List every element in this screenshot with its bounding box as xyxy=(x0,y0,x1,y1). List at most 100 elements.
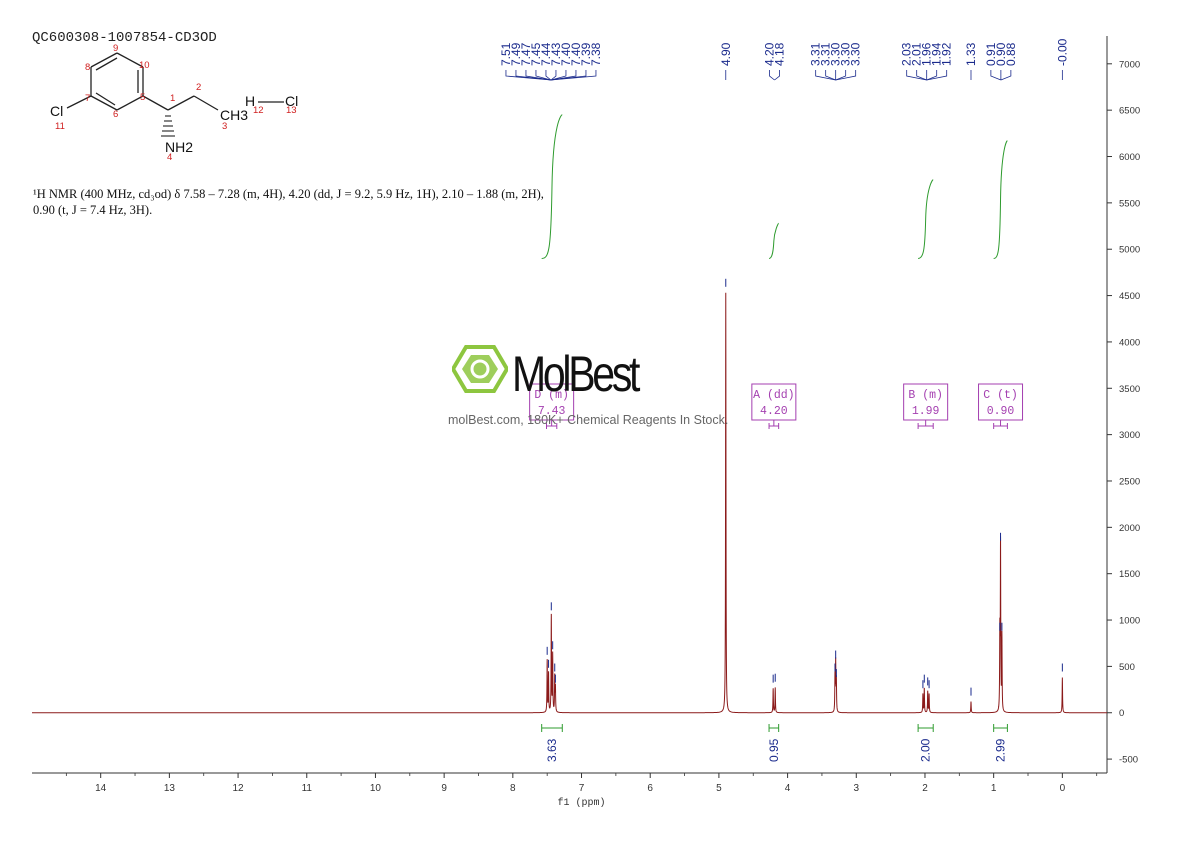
integral-labels: 3.63 0.95 2.00 2.99 xyxy=(541,724,1008,762)
integral-value: 2.00 xyxy=(919,738,933,762)
peak-label: 0.91 xyxy=(984,42,998,66)
integral-value: 0.95 xyxy=(767,738,781,762)
integral-curves xyxy=(541,114,1008,259)
atom-number: 11 xyxy=(55,121,65,132)
peak-label: 1.96 xyxy=(920,42,934,66)
x-tick-label: 2 xyxy=(922,783,928,794)
peak-label: 2.01 xyxy=(910,42,924,66)
multiplet-shift: 7.43 xyxy=(538,405,566,418)
peak-label-connector xyxy=(835,70,857,81)
x-tick-label: 12 xyxy=(233,783,245,794)
x-tick-label: 8 xyxy=(510,783,516,794)
peak-label: 0.88 xyxy=(1004,42,1018,66)
peak-label-connector xyxy=(906,70,927,81)
atom-number: 3 xyxy=(222,121,227,132)
peak-label: 7.51 xyxy=(499,42,513,66)
multiplet-shift: 4.20 xyxy=(760,405,788,418)
y-tick-label: 3500 xyxy=(1119,384,1140,395)
peak-label: 0.90 xyxy=(994,42,1008,66)
peak-label-connector xyxy=(545,70,552,81)
peak-label: 7.39 xyxy=(579,42,593,66)
x-tick-label: 0 xyxy=(1060,783,1066,794)
peak-label-connector xyxy=(926,70,938,81)
spectrum-trace xyxy=(32,278,1107,714)
y-tick-label: 6500 xyxy=(1119,106,1140,117)
atom-number: 5 xyxy=(140,92,145,103)
spectrum-line xyxy=(32,292,1107,714)
x-tick-label: 5 xyxy=(716,783,722,794)
peak-label: 1.92 xyxy=(940,42,954,66)
peak-label-connector xyxy=(990,70,1002,81)
atom-number: 8 xyxy=(85,62,90,73)
atom-number: 2 xyxy=(196,82,201,93)
x-tick-label: 11 xyxy=(302,783,313,794)
y-tick-label: 5500 xyxy=(1119,198,1140,209)
multiplet-id: D (m) xyxy=(534,389,569,402)
peak-label: 7.47 xyxy=(519,42,533,66)
peak-label: 7.38 xyxy=(589,42,603,66)
x-tick-label: 1 xyxy=(991,783,997,794)
peak-label: 7.44 xyxy=(539,42,553,66)
atom-number: 4 xyxy=(167,152,172,163)
peak-label-connector xyxy=(835,70,847,81)
peak-label-connector xyxy=(515,70,551,81)
x-tick-label: 6 xyxy=(647,783,653,794)
peak-label: 4.18 xyxy=(773,42,787,66)
peak-label: 7.43 xyxy=(549,42,563,66)
atom-number: 12 xyxy=(253,105,264,116)
peak-label: 3.31 xyxy=(809,42,823,66)
x-tick-label: 7 xyxy=(579,783,585,794)
y-tick-label: 7000 xyxy=(1119,59,1140,70)
peak-label-connector xyxy=(825,70,836,81)
sample-id: QC600308-1007854-CD3OD xyxy=(32,30,217,46)
peak-label: 1.94 xyxy=(930,42,944,66)
x-axis-label: f1 (ppm) xyxy=(558,797,606,809)
molecule-structure: Cl NH2 CH3 H Cl 1 2 3 4 5 6 7 8 9 10 11 … xyxy=(50,43,298,163)
x-tick-label: 9 xyxy=(441,783,447,794)
peak-label: 7.45 xyxy=(529,42,543,66)
y-tick-label: 2000 xyxy=(1119,523,1140,534)
peak-label-connector xyxy=(550,70,567,81)
peak-label-connector xyxy=(916,70,927,81)
peak-label-connector xyxy=(774,70,780,81)
multiplet-shift: 0.90 xyxy=(987,405,1015,418)
nmr-description-line1: ¹H NMR (400 MHz, cd₃od) δ 7.58 – 7.28 (m… xyxy=(33,187,544,201)
peak-label: 4.90 xyxy=(719,42,733,66)
y-tick-label: 500 xyxy=(1119,662,1135,673)
peak-label-connector xyxy=(525,70,552,81)
peak-labels: 7.517.497.477.457.447.437.407.407.397.38… xyxy=(499,38,1069,81)
nmr-description: ¹H NMR (400 MHz, cd₃od) δ 7.58 – 7.28 (m… xyxy=(33,186,653,218)
peak-label-connector xyxy=(550,70,557,81)
peak-label: 3.30 xyxy=(849,42,863,66)
atom-ch3: CH3 xyxy=(220,107,248,123)
atom-number: 13 xyxy=(286,105,297,116)
y-tick-label: 0 xyxy=(1119,708,1124,719)
peak-label: 3.31 xyxy=(819,42,833,66)
x-tick-label: 10 xyxy=(370,783,382,794)
multiplet-boxes: D (m) 7.43 A (dd) 4.20 B (m) 1.99 C (t) 0.90 xyxy=(529,383,1024,429)
atom-number: 1 xyxy=(170,93,175,104)
peak-label: 3.30 xyxy=(829,42,843,66)
y-tick-label: 3000 xyxy=(1119,430,1140,441)
x-tick-label: 3 xyxy=(853,783,859,794)
peak-label: 2.03 xyxy=(900,42,914,66)
integral-value: 3.63 xyxy=(545,738,559,762)
atom-cl-left: Cl xyxy=(50,103,63,119)
peak-label: 7.49 xyxy=(509,42,523,66)
y-tick-label: 5000 xyxy=(1119,245,1140,256)
peak-label-connector xyxy=(550,70,597,81)
y-tick-label: 4500 xyxy=(1119,291,1140,302)
x-tick-label: 4 xyxy=(785,783,791,794)
integral-curve xyxy=(768,222,780,259)
atom-number: 7 xyxy=(85,93,90,104)
multiplet-shift: 1.99 xyxy=(912,405,940,418)
multiplet-id: A (dd) xyxy=(753,389,794,402)
peak-label-connector xyxy=(535,70,552,81)
multiplet-id: C (t) xyxy=(983,389,1018,402)
integral-curve xyxy=(993,140,1008,259)
nmr-description-line2: 0.90 (t, J = 7.4 Hz, 3H). xyxy=(33,203,153,217)
peak-label: 4.20 xyxy=(763,42,777,66)
peak-label-connector xyxy=(1000,70,1012,81)
y-tick-label: 1000 xyxy=(1119,616,1140,627)
